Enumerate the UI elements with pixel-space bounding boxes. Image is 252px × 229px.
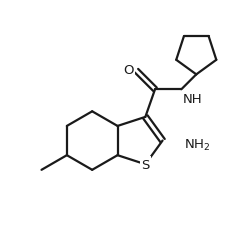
Text: NH: NH [183,92,203,105]
Text: S: S [141,158,149,171]
Text: O: O [123,64,134,77]
Text: NH$_2$: NH$_2$ [184,137,211,153]
